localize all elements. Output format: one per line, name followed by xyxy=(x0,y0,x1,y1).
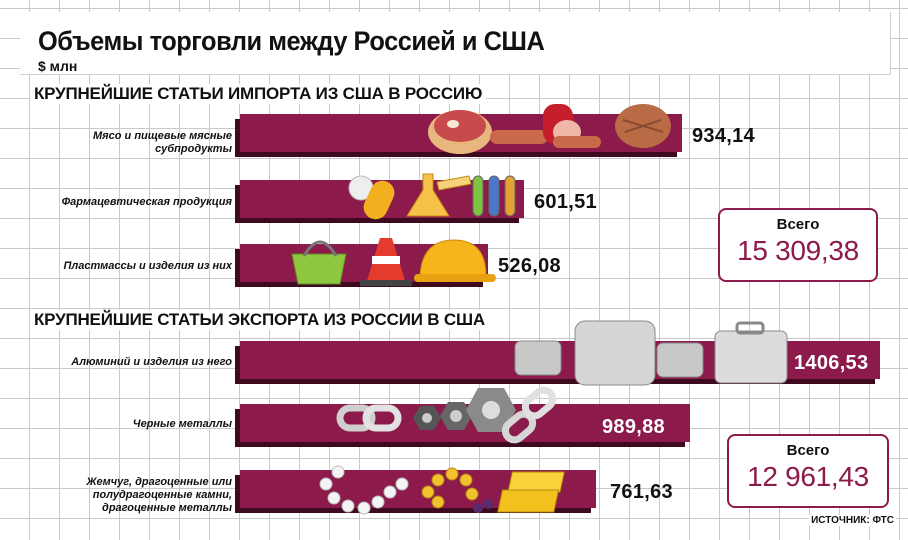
import-value-plastics: 526,08 xyxy=(498,255,561,277)
import-bar-plastics xyxy=(240,238,496,286)
export-category-label: Жемчуг, драгоценные или полудрагоценные … xyxy=(86,476,232,514)
import-section-title: КРУПНЕЙШИЕ СТАТЬИ ИМПОРТА ИЗ США В РОССИ… xyxy=(30,84,487,104)
export-bar-ferrous xyxy=(240,386,690,444)
import-total-value: 15 309,38 xyxy=(737,235,859,266)
pharmacy-icon xyxy=(348,173,516,220)
import-bar-pharma xyxy=(240,173,524,220)
source-label: ИСТОЧНИК: ФТС xyxy=(809,515,896,526)
import-bar-meat xyxy=(240,104,682,154)
import-category-label: Фармацевтическая продукция xyxy=(61,196,232,208)
import-total-box: Всего 15 309,38 xyxy=(718,208,878,282)
unit-label: $ млн xyxy=(38,58,78,74)
export-value-aluminium: 1406,53 xyxy=(794,352,869,374)
export-section-title: КРУПНЕЙШИЕ СТАТЬИ ЭКСПОРТА ИЗ РОССИИ В С… xyxy=(30,310,489,330)
export-category-label: Черные металлы xyxy=(132,418,232,430)
export-total-label: Всего xyxy=(786,442,830,459)
export-value-ferrous: 989,88 xyxy=(602,416,665,438)
export-total-value: 12 961,43 xyxy=(747,461,869,492)
ferrous-metals-icon xyxy=(336,386,557,444)
export-value-jewels: 761,63 xyxy=(610,481,673,503)
plastics-icon xyxy=(291,238,496,286)
export-bar-aluminium xyxy=(240,320,880,386)
aluminium-icon xyxy=(514,320,788,386)
jewelry-icon xyxy=(319,465,565,515)
title-panel xyxy=(20,12,891,75)
import-category-label: Мясо и пищевые мясные субпродукты xyxy=(93,130,232,155)
meat-icon xyxy=(428,104,671,154)
export-category-label: Алюминий и изделия из него xyxy=(71,356,232,368)
export-total-box: Всего 12 961,43 xyxy=(727,434,889,508)
import-category-label: Пластмассы и изделия из них xyxy=(63,260,232,272)
import-value-meat: 934,14 xyxy=(692,125,755,147)
export-bar-jewels xyxy=(240,465,596,515)
import-value-pharma: 601,51 xyxy=(534,191,597,213)
page-title: Объемы торговли между Россией и США xyxy=(38,26,545,56)
import-total-label: Всего xyxy=(776,216,820,233)
